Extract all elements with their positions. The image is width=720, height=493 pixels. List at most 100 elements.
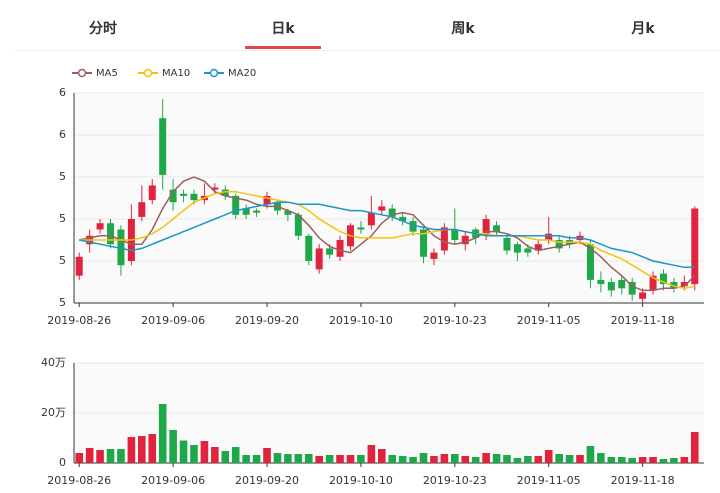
- candle-body: [336, 240, 344, 257]
- volume-bar: [565, 455, 574, 463]
- volume-bar: [263, 448, 271, 463]
- candle-body: [513, 244, 521, 253]
- volume-bar: [252, 455, 261, 463]
- candle-body: [534, 244, 542, 251]
- candle-body: [680, 282, 688, 287]
- volume-bar: [628, 458, 636, 463]
- x-tick-label: 2019-09-06: [141, 314, 205, 327]
- volume-bar: [690, 432, 699, 463]
- volume-bar: [451, 454, 459, 463]
- candle-body: [451, 229, 459, 240]
- x-tick-label: 2019-09-20: [235, 474, 299, 487]
- candle-body: [399, 216, 407, 222]
- volume-bar: [461, 456, 470, 463]
- candle-body: [242, 208, 250, 215]
- volume-bar: [607, 457, 616, 463]
- price-plot-bg: [74, 93, 704, 303]
- tab-underline: [245, 46, 321, 49]
- x-tick-label: 2019-09-06: [141, 474, 205, 487]
- ma-line: [79, 201, 695, 269]
- candle-body: [138, 202, 146, 217]
- volume-bar: [680, 457, 689, 463]
- volume-bar: [377, 449, 386, 463]
- volume-bar: [440, 454, 449, 463]
- volume-bar: [419, 453, 428, 463]
- y-tick-label: 5: [59, 170, 66, 183]
- candle-body: [232, 195, 240, 215]
- volume-bar: [325, 455, 334, 463]
- candle-body: [284, 210, 292, 215]
- volume-bar: [503, 455, 511, 463]
- volume-bar: [659, 459, 668, 463]
- volume-bar: [471, 457, 480, 463]
- candle-body: [430, 252, 438, 259]
- volume-bar: [597, 453, 605, 463]
- legend-marker: [143, 68, 153, 78]
- candle-body: [493, 225, 501, 232]
- volume-bar: [586, 446, 595, 463]
- volume-bar: [190, 445, 198, 463]
- ma-line: [79, 176, 696, 292]
- volume-bar: [231, 447, 240, 463]
- x-tick-label: 2019-10-23: [423, 314, 487, 327]
- x-tick-label: 2019-11-05: [517, 314, 581, 327]
- volume-bar: [430, 456, 438, 463]
- volume-bar: [211, 447, 219, 463]
- candle-body: [670, 282, 678, 289]
- volume-bar: [409, 457, 417, 463]
- candle-body: [75, 256, 83, 276]
- candle-body: [409, 221, 417, 232]
- volume-bar: [148, 434, 157, 463]
- volume-bar: [555, 454, 563, 463]
- legend-label: MA5: [96, 68, 118, 79]
- y-tick-label: 40万: [41, 356, 66, 369]
- volume-bar: [524, 456, 532, 463]
- volume-bar: [158, 404, 167, 463]
- volume-bar: [617, 457, 626, 463]
- candle-body: [503, 237, 511, 251]
- x-tick-label: 2019-11-05: [517, 474, 581, 487]
- x-tick-label: 2019-09-20: [235, 314, 299, 327]
- candle-body: [524, 248, 532, 253]
- candle-body: [586, 244, 594, 280]
- legend-marker: [209, 68, 219, 78]
- legend-label: MA10: [162, 68, 190, 79]
- y-tick-label: 5: [59, 212, 66, 225]
- y-tick-label: 20万: [41, 406, 66, 419]
- tab[interactable]: 周k: [451, 21, 475, 37]
- volume-bar: [85, 448, 94, 463]
- candle-body: [440, 227, 448, 251]
- y-tick-label: 0: [59, 456, 66, 469]
- candle-body: [461, 235, 469, 245]
- candle-body: [649, 275, 657, 291]
- volume-bar: [513, 458, 522, 463]
- candle-body: [618, 279, 626, 289]
- x-tick-label: 2019-10-10: [329, 314, 393, 327]
- volume-bar: [284, 454, 292, 463]
- candle-body: [169, 189, 177, 203]
- volume-bar: [304, 454, 313, 463]
- tab[interactable]: 分时: [89, 20, 117, 37]
- volume-bar: [106, 449, 115, 463]
- volume-bar: [294, 454, 303, 463]
- tab[interactable]: 月k: [630, 21, 655, 37]
- volume-bar: [492, 454, 501, 463]
- volume-bar: [169, 430, 177, 463]
- candle-body: [107, 223, 115, 245]
- x-tick-label: 2019-08-26: [47, 314, 111, 327]
- volume-bar: [273, 453, 282, 463]
- tab[interactable]: 日k: [271, 21, 295, 37]
- x-tick-label: 2019-10-10: [329, 474, 393, 487]
- ma-line: [79, 190, 695, 290]
- volume-bar: [388, 455, 397, 463]
- legend-label: MA20: [228, 68, 256, 79]
- volume-bar: [670, 458, 678, 463]
- candle-body: [639, 292, 647, 299]
- candle-body: [326, 248, 334, 255]
- x-tick-label: 2019-10-23: [423, 474, 487, 487]
- candle-body: [294, 214, 302, 236]
- y-tick-label: 6: [59, 86, 66, 99]
- candle-body: [545, 233, 553, 240]
- legend-marker: [77, 68, 87, 78]
